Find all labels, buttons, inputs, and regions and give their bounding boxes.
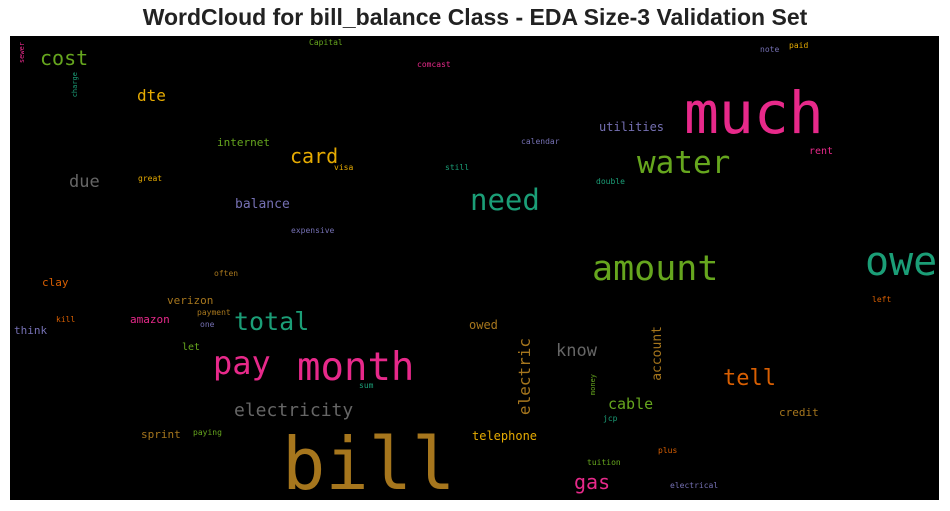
word-owed: owed bbox=[469, 318, 498, 332]
word-calendar: calendar bbox=[521, 137, 560, 146]
word-cost: cost bbox=[40, 46, 89, 70]
word-due: due bbox=[69, 172, 100, 192]
word-electric: electric bbox=[515, 338, 534, 416]
word-bill: bill bbox=[282, 422, 456, 500]
word-credit: credit bbox=[779, 406, 819, 419]
word-kill: kill bbox=[56, 315, 76, 324]
word-clay: clay bbox=[42, 276, 69, 289]
word-cable: cable bbox=[608, 395, 654, 413]
word-visa: visa bbox=[334, 163, 354, 172]
word-double: double bbox=[596, 177, 625, 186]
word-plus: plus bbox=[658, 446, 678, 455]
word-know: know bbox=[556, 341, 597, 361]
word-tuition: tuition bbox=[587, 458, 621, 467]
word-card: card bbox=[290, 144, 339, 168]
word-note: note bbox=[760, 45, 780, 54]
word-water: water bbox=[637, 145, 731, 181]
word-payment: payment bbox=[197, 308, 231, 317]
word-amount: amount bbox=[592, 249, 719, 289]
word-electricity: electricity bbox=[234, 400, 354, 421]
word-jcp: jcp bbox=[603, 414, 618, 423]
word-electrical: electrical bbox=[670, 481, 719, 490]
word-great: great bbox=[138, 174, 163, 183]
word-let: let bbox=[182, 342, 201, 353]
word-still: still bbox=[445, 163, 470, 172]
word-internet: internet bbox=[217, 136, 270, 149]
word-capital: Capital bbox=[309, 38, 343, 47]
word-paying: paying bbox=[193, 428, 222, 437]
word-one: one bbox=[200, 320, 215, 329]
word-account: account bbox=[650, 326, 665, 381]
word-gas: gas bbox=[574, 470, 611, 494]
word-charge: charge bbox=[71, 72, 79, 98]
word-sewer: sewer bbox=[18, 42, 26, 64]
word-sprint: sprint bbox=[141, 428, 181, 441]
word-expensive: expensive bbox=[291, 226, 335, 235]
word-telephone: telephone bbox=[472, 429, 538, 443]
chart-title: WordCloud for bill_balance Class - EDA S… bbox=[142, 4, 808, 30]
word-rent: rent bbox=[809, 146, 834, 157]
word-comcast: comcast bbox=[417, 60, 451, 69]
word-often: often bbox=[214, 269, 239, 278]
word-verizon: verizon bbox=[167, 294, 214, 307]
word-left: left bbox=[872, 295, 892, 304]
word-much: much bbox=[684, 79, 824, 147]
word-need: need bbox=[470, 183, 540, 217]
word-month: month bbox=[297, 345, 415, 390]
word-tell: tell bbox=[723, 366, 776, 391]
word-dte: dte bbox=[137, 86, 166, 105]
word-think: think bbox=[14, 324, 48, 337]
word-pay: pay bbox=[213, 344, 271, 382]
word-total: total bbox=[234, 307, 310, 336]
word-owe: owe bbox=[865, 239, 938, 285]
word-balance: balance bbox=[235, 197, 290, 212]
word-cloud: bill much owe month amount pay water nee… bbox=[10, 36, 939, 500]
word-utilities: utilities bbox=[599, 120, 665, 134]
word-amazon: amazon bbox=[130, 313, 170, 326]
word-money: money bbox=[589, 374, 597, 396]
word-sum: sum bbox=[359, 381, 374, 390]
word-paid: paid bbox=[789, 41, 809, 50]
